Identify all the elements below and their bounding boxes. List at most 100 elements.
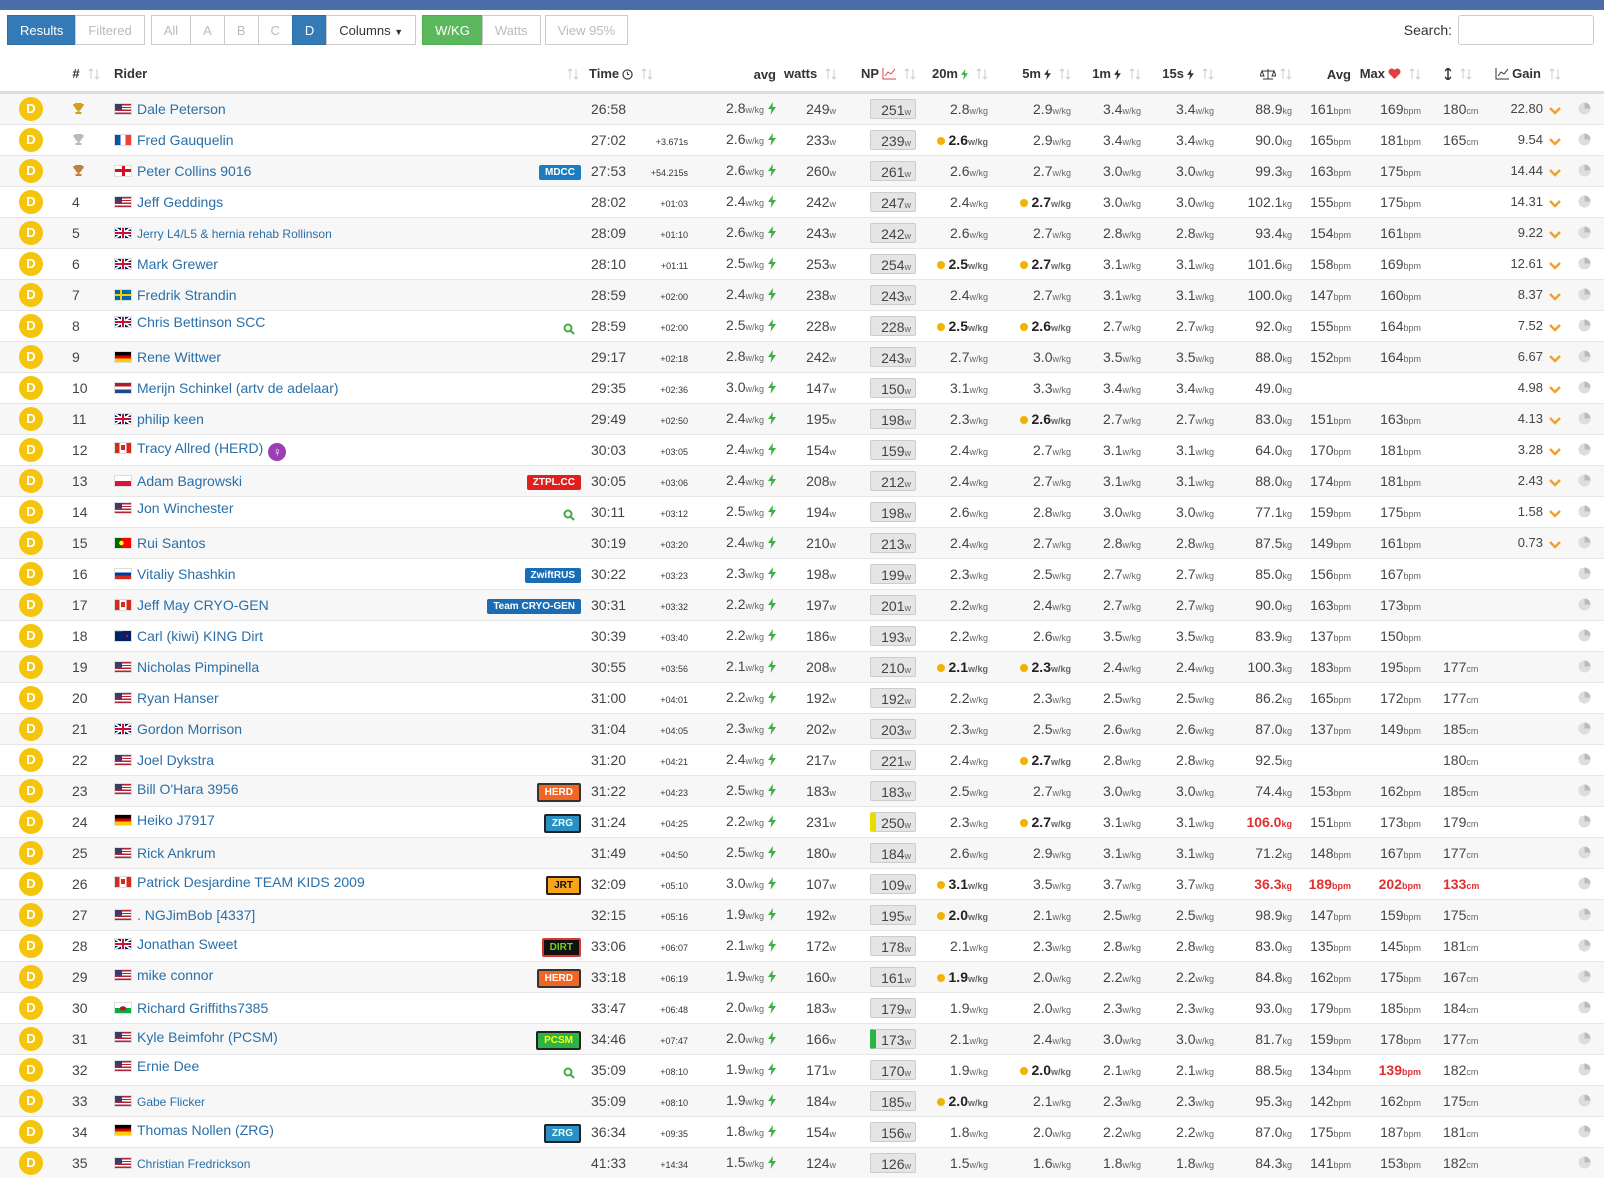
gap: +04:05 xyxy=(660,726,688,736)
w5m-value: 2.3w/kg xyxy=(1033,938,1071,954)
analysis-button[interactable] xyxy=(1578,257,1591,273)
analysis-button[interactable] xyxy=(1578,350,1591,366)
np: 199 xyxy=(881,567,904,583)
watts-value: 154w xyxy=(806,442,836,458)
analysis-button[interactable] xyxy=(1578,226,1591,242)
hr_max-cell: 175bpm xyxy=(1355,187,1425,218)
w15s-cell: 3.0w/kg xyxy=(1145,156,1218,187)
analysis-button[interactable] xyxy=(1578,753,1591,769)
analysis-button[interactable] xyxy=(1578,536,1591,552)
w5m: 2.6 xyxy=(1032,318,1051,334)
analysis-button[interactable] xyxy=(1578,412,1591,428)
w1m-cell: 3.4w/kg xyxy=(1075,125,1145,156)
analysis-button[interactable] xyxy=(1578,1094,1591,1110)
d-button[interactable]: D xyxy=(292,15,327,45)
analysis-button[interactable] xyxy=(1578,381,1591,397)
position-cell: 32 xyxy=(62,1055,110,1086)
weight: 88.0 xyxy=(1255,473,1282,489)
analysis-button[interactable] xyxy=(1578,629,1591,645)
analysis-button[interactable] xyxy=(1578,970,1591,986)
hr_avg: 158 xyxy=(1310,256,1333,272)
analysis-button[interactable] xyxy=(1578,505,1591,521)
analysis-button[interactable] xyxy=(1578,567,1591,583)
position: 28 xyxy=(72,938,88,954)
c-button[interactable]: C xyxy=(258,15,293,45)
unit: w xyxy=(830,137,837,147)
flag xyxy=(114,1002,132,1014)
time-cell: 31:20 xyxy=(585,745,640,776)
results-button[interactable]: Results xyxy=(7,15,76,45)
analysis-button[interactable] xyxy=(1578,660,1591,676)
unit: w/kg xyxy=(1195,137,1214,147)
weight-cell: 86.2kg xyxy=(1218,683,1296,714)
analysis-button[interactable] xyxy=(1578,815,1591,831)
analysis-button[interactable] xyxy=(1578,877,1591,893)
avg-value: 2.2w/kg xyxy=(726,689,764,705)
avg-value: 2.0w/kg xyxy=(726,999,764,1015)
analysis-button[interactable] xyxy=(1578,195,1591,211)
height: 185 xyxy=(1443,783,1466,799)
gap: +05:10 xyxy=(660,881,688,891)
avg: 2.5 xyxy=(726,782,745,798)
analysis-button[interactable] xyxy=(1578,133,1591,149)
b-button[interactable]: B xyxy=(224,15,259,45)
analysis-button[interactable] xyxy=(1578,598,1591,614)
analysis-button[interactable] xyxy=(1578,1001,1591,1017)
analysis-button[interactable] xyxy=(1578,784,1591,800)
analysis-button[interactable] xyxy=(1578,102,1591,118)
unit: w/kg xyxy=(745,1159,764,1169)
weight-cell: 100.3kg xyxy=(1218,652,1296,683)
gain-toggle xyxy=(1549,474,1561,490)
columns-button[interactable]: Columns ▼ xyxy=(326,15,416,45)
analysis-button[interactable] xyxy=(1578,908,1591,924)
analysis-button[interactable] xyxy=(1578,722,1591,738)
analysis-button[interactable] xyxy=(1578,939,1591,955)
watts-value: 180w xyxy=(806,845,836,861)
unit: w xyxy=(830,1067,837,1077)
w15s-value: 3.4w/kg xyxy=(1176,132,1214,148)
unit: bpm xyxy=(1333,540,1351,550)
w15s-value: 2.4w/kg xyxy=(1176,659,1214,675)
view-button[interactable]: View 95% xyxy=(545,15,629,45)
analysis-button[interactable] xyxy=(1578,1032,1591,1048)
w15s-cell: 3.0w/kg xyxy=(1145,497,1218,528)
analysis-button[interactable] xyxy=(1578,474,1591,490)
hr_max-value: 162bpm xyxy=(1380,1093,1421,1109)
avg-value: 1.5w/kg xyxy=(726,1154,764,1170)
action-cell xyxy=(1565,435,1604,466)
unit: cm xyxy=(1466,943,1478,953)
weight: 86.2 xyxy=(1255,690,1282,706)
all-button[interactable]: All xyxy=(151,15,191,45)
watts-button[interactable]: Watts xyxy=(482,15,541,45)
unit: w/kg xyxy=(745,477,764,487)
analysis-button[interactable] xyxy=(1578,1125,1591,1141)
w5m-cell: 3.5w/kg xyxy=(992,869,1075,900)
category-cell: D xyxy=(0,714,62,745)
wkg-button[interactable]: W/KG xyxy=(422,15,483,45)
w1m-value: 3.0w/kg xyxy=(1103,194,1141,210)
unit: bpm xyxy=(1403,943,1421,953)
analysis-button[interactable] xyxy=(1578,288,1591,304)
avg-value: 1.9w/kg xyxy=(726,1092,764,1108)
category-badge: D xyxy=(19,438,43,462)
filtered-button[interactable]: Filtered xyxy=(75,15,144,45)
analysis-button[interactable] xyxy=(1578,846,1591,862)
analysis-button[interactable] xyxy=(1578,691,1591,707)
analysis-button[interactable] xyxy=(1578,164,1591,180)
analysis-button[interactable] xyxy=(1578,443,1591,459)
w5m-value: 2.7w/kg xyxy=(1020,752,1071,768)
analysis-button[interactable] xyxy=(1578,1156,1591,1172)
analysis-button[interactable] xyxy=(1578,319,1591,335)
watts-cell: 183w xyxy=(780,993,840,1024)
height: 184 xyxy=(1443,1000,1466,1016)
hr_max-cell: 163bpm xyxy=(1355,404,1425,435)
unit: w xyxy=(830,447,837,457)
gain-toggle xyxy=(1549,133,1561,149)
a-button[interactable]: A xyxy=(190,15,225,45)
search-input[interactable] xyxy=(1458,15,1594,45)
w20: 2.1 xyxy=(949,659,968,675)
analysis-button[interactable] xyxy=(1578,1063,1591,1079)
hr_max: 173 xyxy=(1380,597,1403,613)
